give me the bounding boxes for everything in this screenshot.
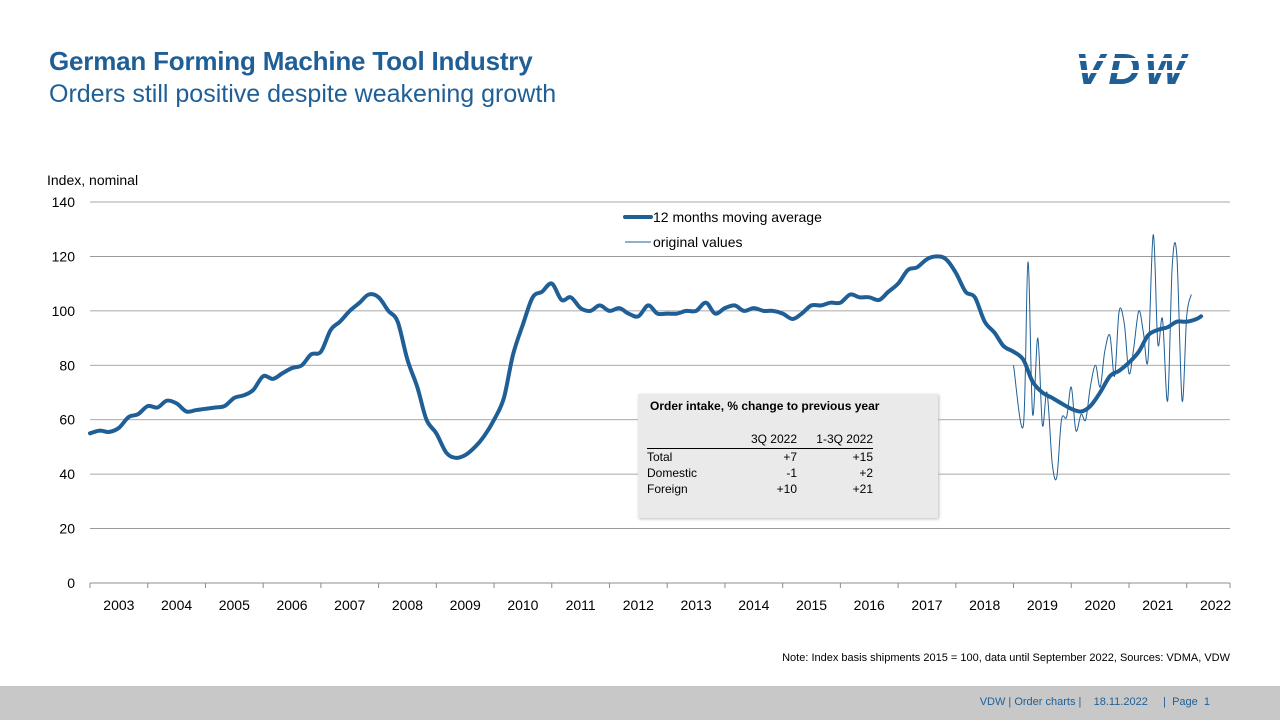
order-intake-table-box: Order intake, % change to previous year … xyxy=(638,394,938,518)
slide-subtitle: Orders still positive despite weakening … xyxy=(49,80,557,108)
footer-text: VDW | Order charts | 18.11.2022 | Page 1 xyxy=(979,696,1210,708)
table-cell: +15 xyxy=(852,450,873,464)
table-cell: +7 xyxy=(783,450,797,464)
x-tick-label: 2014 xyxy=(738,597,769,613)
y-tick-label: 0 xyxy=(67,575,75,591)
table-cell: Foreign xyxy=(647,482,688,496)
table-cell: -1 xyxy=(786,466,797,480)
x-tick-label: 2016 xyxy=(854,597,885,613)
table-cell: Domestic xyxy=(647,466,698,480)
x-tick-label: 2009 xyxy=(450,597,481,613)
y-tick-label: 40 xyxy=(59,466,75,482)
table-header-cell: 3Q 2022 xyxy=(727,432,797,449)
legend-label-moving-average: 12 months moving average xyxy=(653,209,822,225)
table-header-row: 3Q 2022 1-3Q 2022 xyxy=(647,432,873,449)
vdw-logo: VDW xyxy=(1075,45,1235,92)
table-cell: +10 xyxy=(776,482,797,496)
x-tick-label: 2022 xyxy=(1200,597,1231,613)
table-header-cell: 1-3Q 2022 xyxy=(797,432,873,449)
footnote: Note: Index basis shipments 2015 = 100, … xyxy=(782,652,1230,664)
x-tick-label: 2005 xyxy=(219,597,250,613)
table-row: Foreign +10 +21 xyxy=(647,481,873,497)
x-tick-label: 2010 xyxy=(507,597,538,613)
y-tick-label: 120 xyxy=(52,248,76,264)
x-tick-label: 2020 xyxy=(1085,597,1116,613)
x-tick-label: 2007 xyxy=(334,597,365,613)
order-intake-table: 3Q 2022 1-3Q 2022 Total +7 +15 Domestic … xyxy=(647,432,873,497)
series-moving-average-line xyxy=(88,254,1204,460)
x-tick-label: 2021 xyxy=(1142,597,1173,613)
x-tick-label: 2003 xyxy=(103,597,134,613)
series-original-values-line xyxy=(1013,234,1192,481)
slide-title: German Forming Machine Tool Industry xyxy=(49,46,533,76)
y-tick-label: 60 xyxy=(59,412,75,428)
y-tick-label: 80 xyxy=(59,357,75,373)
x-tick-label: 2018 xyxy=(969,597,1000,613)
table-header-cell xyxy=(647,432,727,449)
line-chart: 0 20 40 60 80 100 120 140 2003 2004 2005 2006 2007 20… xyxy=(52,194,1232,613)
x-tick-label: 2019 xyxy=(1027,597,1058,613)
table-row: Total +7 +15 xyxy=(647,449,873,466)
x-tick-label: 2012 xyxy=(623,597,654,613)
table-cell: Total xyxy=(647,450,673,464)
x-tick-label: 2008 xyxy=(392,597,423,613)
legend-label-original-values: original values xyxy=(653,234,743,250)
x-tick-label: 2017 xyxy=(911,597,942,613)
svg-text:VDW: VDW xyxy=(1075,45,1190,92)
table-cell: +21 xyxy=(852,482,873,496)
y-tick-label: 20 xyxy=(59,521,75,537)
y-tick-label: 100 xyxy=(52,303,76,319)
x-tick-label: 2013 xyxy=(680,597,711,613)
footer-bar: VDW | Order charts | 18.11.2022 | Page 1 xyxy=(0,686,1280,720)
table-title: Order intake, % change to previous year xyxy=(650,399,880,413)
table-cell: +2 xyxy=(859,466,873,480)
table-row: Domestic -1 +2 xyxy=(647,465,873,481)
y-axis-label: Index, nominal xyxy=(47,172,139,188)
x-tick-label: 2011 xyxy=(566,597,596,613)
x-tick-label: 2015 xyxy=(796,597,827,613)
y-tick-label: 140 xyxy=(52,194,76,210)
x-tick-label: 2006 xyxy=(276,597,307,613)
x-tick-label: 2004 xyxy=(161,597,192,613)
